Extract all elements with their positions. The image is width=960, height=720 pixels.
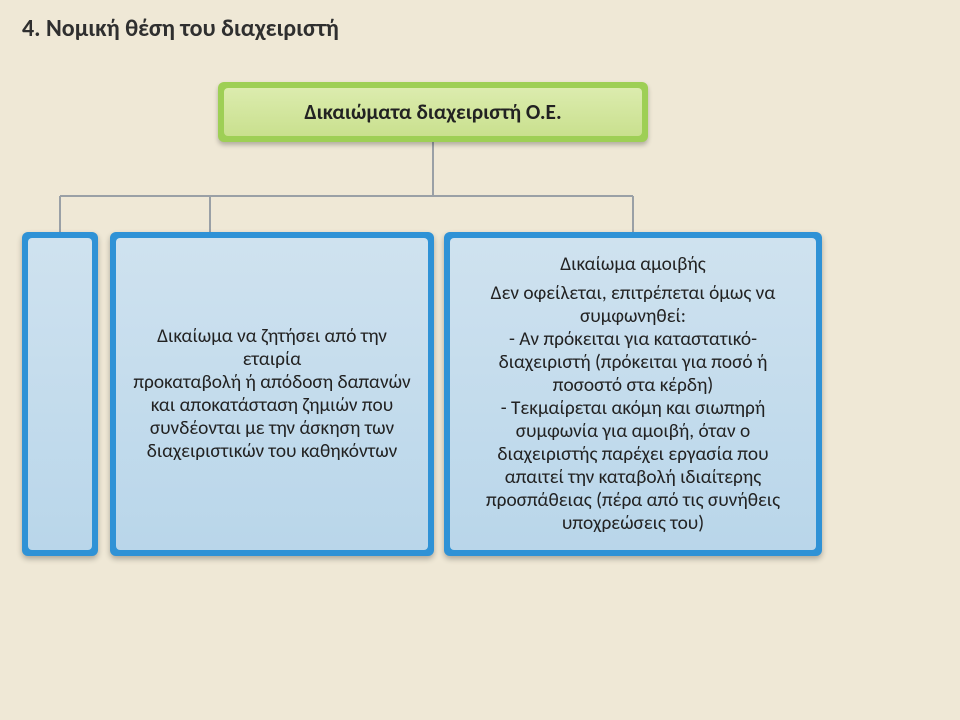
- child-compensation-inner: Δικαίωμα αμοιβής Δεν οφείλεται, επιτρέπετ…: [450, 238, 816, 550]
- child-compensation-line: διαχειριστή (πρόκειται για ποσό ή: [499, 351, 768, 374]
- root-node-label: Δικαιώματα διαχειριστή Ο.Ε.: [304, 99, 561, 125]
- page-title-text: 4. Νομική θέση του διαχειριστή: [22, 14, 339, 43]
- child-compensation-line: συμφωνηθεί:: [580, 305, 686, 328]
- child-claim-line: συνδέονται με την άσκηση των: [150, 417, 394, 440]
- child-claim-inner: Δικαίωμα να ζητήσει από την εταιρίαπροκα…: [116, 238, 428, 550]
- page: 4. Νομική θέση του διαχειριστή Δικαιώματ…: [0, 0, 960, 720]
- child-compensation-line: ποσοστό στα κέρδη): [553, 374, 713, 397]
- child-compensation: Δικαίωμα αμοιβής Δεν οφείλεται, επιτρέπετ…: [444, 232, 822, 556]
- child-compensation-line: Δεν οφείλεται, επιτρέπεται όμως να: [491, 282, 776, 305]
- child-claim: Δικαίωμα να ζητήσει από την εταιρίαπροκα…: [110, 232, 434, 556]
- child-compensation-line: - Τεκμαίρεται ακόμη και σιωπηρή: [501, 397, 766, 420]
- child-compensation-line: υποχρεώσεις του): [562, 512, 704, 535]
- child-claim-line: διαχειριστικών του καθηκόντων: [147, 440, 398, 463]
- child-blank-1: [22, 232, 98, 556]
- root-node: Δικαιώματα διαχειριστή Ο.Ε.: [218, 82, 648, 142]
- child-compensation-line: απαιτεί την καταβολή ιδιαίτερης: [505, 466, 761, 489]
- child-compensation-line: διαχειριστής παρέχει εργασία που: [497, 443, 768, 466]
- child-blank-1-inner: [28, 238, 92, 550]
- child-compensation-line: συμφωνία για αμοιβή, όταν ο: [516, 420, 751, 443]
- child-claim-line: προκαταβολή ή απόδοση δαπανών: [133, 371, 410, 394]
- child-compensation-line: - Αν πρόκειται για καταστατικό-: [509, 328, 757, 351]
- child-compensation-title: Δικαίωμα αμοιβής: [560, 253, 706, 276]
- child-compensation-line: προσπάθειας (πέρα από τις συνήθεις: [486, 489, 780, 512]
- child-claim-line: και αποκατάσταση ζημιών που: [151, 394, 393, 417]
- child-claim-line: Δικαίωμα να ζητήσει από την εταιρία: [130, 325, 414, 371]
- page-title: 4. Νομική θέση του διαχειριστή: [22, 14, 339, 43]
